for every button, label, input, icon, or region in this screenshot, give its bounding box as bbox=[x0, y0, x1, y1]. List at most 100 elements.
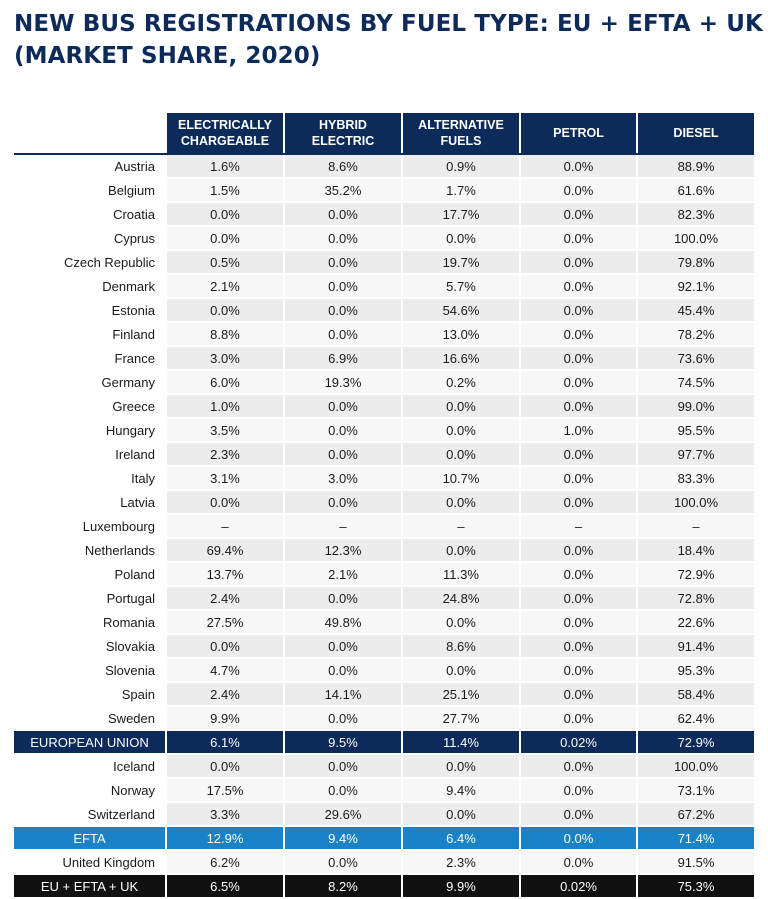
table-row: Greece 1.0% 0.0% 0.0% 0.0% 99.0% bbox=[14, 394, 754, 419]
table-row: Cyprus 0.0% 0.0% 0.0% 0.0% 100.0% bbox=[14, 226, 754, 251]
value-cell: 0.0% bbox=[519, 322, 637, 347]
value-cell: 0.0% bbox=[283, 706, 402, 731]
table-row: Norway 17.5% 0.0% 9.4% 0.0% 73.1% bbox=[14, 778, 754, 803]
value-cell: 45.4% bbox=[636, 298, 754, 323]
column-header: HYBRID ELECTRIC bbox=[283, 113, 402, 155]
total-total-row: EU + EFTA + UK 6.5% 8.2% 9.9% 0.02% 75.3% bbox=[14, 874, 754, 899]
country-cell: Germany bbox=[14, 370, 166, 395]
column-header: DIESEL bbox=[636, 113, 754, 155]
value-cell: 1.6% bbox=[165, 154, 284, 179]
value-cell: 0.0% bbox=[519, 178, 637, 203]
value-cell: 0.0% bbox=[283, 850, 402, 875]
value-cell: 99.0% bbox=[636, 394, 754, 419]
value-cell: 13.7% bbox=[165, 562, 284, 587]
table-row: Ireland 2.3% 0.0% 0.0% 0.0% 97.7% bbox=[14, 442, 754, 467]
table-row: Estonia 0.0% 0.0% 54.6% 0.0% 45.4% bbox=[14, 298, 754, 323]
value-cell: 0.5% bbox=[165, 250, 284, 275]
value-cell: 0.0% bbox=[283, 418, 402, 443]
value-cell: 0.0% bbox=[165, 202, 284, 227]
value-cell: 0.0% bbox=[401, 418, 520, 443]
value-cell: 1.0% bbox=[519, 418, 637, 443]
value-cell: 0.0% bbox=[519, 634, 637, 659]
value-cell: 0.0% bbox=[283, 298, 402, 323]
value-cell: 8.2% bbox=[283, 874, 402, 899]
value-cell: 8.8% bbox=[165, 322, 284, 347]
value-cell: 18.4% bbox=[636, 538, 754, 563]
column-header-text: ELECTRIC bbox=[311, 134, 375, 148]
value-cell: 6.0% bbox=[165, 370, 284, 395]
value-cell: 3.1% bbox=[165, 466, 284, 491]
value-cell: 100.0% bbox=[636, 226, 754, 251]
country-cell: Slovakia bbox=[14, 634, 166, 659]
column-header-text: HYBRID bbox=[319, 118, 367, 132]
value-cell: 72.8% bbox=[636, 586, 754, 611]
value-cell: 8.6% bbox=[401, 634, 520, 659]
value-cell: 25.1% bbox=[401, 682, 520, 707]
value-cell: 3.0% bbox=[165, 346, 284, 371]
value-cell: 0.9% bbox=[401, 154, 520, 179]
value-cell: 5.7% bbox=[401, 274, 520, 299]
country-cell: Estonia bbox=[14, 298, 166, 323]
value-cell: 9.4% bbox=[401, 778, 520, 803]
country-cell: United Kingdom bbox=[14, 850, 166, 875]
value-cell: 0.0% bbox=[519, 154, 637, 179]
value-cell: 79.8% bbox=[636, 250, 754, 275]
table-row: Latvia 0.0% 0.0% 0.0% 0.0% 100.0% bbox=[14, 490, 754, 515]
value-cell: 69.4% bbox=[165, 538, 284, 563]
value-cell: 0.0% bbox=[283, 634, 402, 659]
table-header: ELECTRICALLY CHARGEABLE HYBRID ELECTRIC ALTE… bbox=[14, 113, 754, 155]
value-cell: 0.0% bbox=[519, 370, 637, 395]
value-cell: 3.3% bbox=[165, 802, 284, 827]
column-header-text: ALTERNATIVE bbox=[418, 118, 504, 132]
value-cell: 8.6% bbox=[283, 154, 402, 179]
value-cell: 0.0% bbox=[283, 442, 402, 467]
table-row: Czech Republic 0.5% 0.0% 19.7% 0.0% 79.8% bbox=[14, 250, 754, 275]
efta-total-row: EFTA 12.9% 9.4% 6.4% 0.0% 71.4% bbox=[14, 826, 754, 851]
country-cell: Cyprus bbox=[14, 226, 166, 251]
country-cell: Romania bbox=[14, 610, 166, 635]
value-cell: 6.5% bbox=[165, 874, 284, 899]
country-cell: Latvia bbox=[14, 490, 166, 515]
value-cell: 58.4% bbox=[636, 682, 754, 707]
table-row: Poland 13.7% 2.1% 11.3% 0.0% 72.9% bbox=[14, 562, 754, 587]
value-cell: 72.9% bbox=[636, 562, 754, 587]
title-line-1: NEW BUS REGISTRATIONS BY FUEL TYPE: EU +… bbox=[14, 11, 763, 37]
value-cell: 0.0% bbox=[519, 586, 637, 611]
value-cell: 95.3% bbox=[636, 658, 754, 683]
value-cell: 6.1% bbox=[165, 730, 284, 755]
value-cell: 0.0% bbox=[519, 394, 637, 419]
table-row: Spain 2.4% 14.1% 25.1% 0.0% 58.4% bbox=[14, 682, 754, 707]
value-cell: 91.4% bbox=[636, 634, 754, 659]
column-header-text: FUELS bbox=[440, 134, 482, 148]
value-cell: 0.0% bbox=[283, 754, 402, 779]
eu-total-row: EUROPEAN UNION 6.1% 9.5% 11.4% 0.02% 72.9% bbox=[14, 730, 754, 755]
value-cell: 0.0% bbox=[519, 466, 637, 491]
value-cell: 27.5% bbox=[165, 610, 284, 635]
value-cell: 75.3% bbox=[636, 874, 754, 899]
value-cell: 0.0% bbox=[283, 226, 402, 251]
value-cell: 29.6% bbox=[283, 802, 402, 827]
country-cell: Portugal bbox=[14, 586, 166, 611]
value-cell: 0.2% bbox=[401, 370, 520, 395]
table-row: Iceland 0.0% 0.0% 0.0% 0.0% 100.0% bbox=[14, 754, 754, 779]
value-cell: 0.0% bbox=[401, 658, 520, 683]
value-cell: 12.9% bbox=[165, 826, 284, 851]
country-cell: Greece bbox=[14, 394, 166, 419]
column-header: ALTERNATIVE FUELS bbox=[401, 113, 520, 155]
country-cell: EUROPEAN UNION bbox=[14, 730, 166, 755]
value-cell: 2.3% bbox=[165, 442, 284, 467]
table-row: Austria 1.6% 8.6% 0.9% 0.0% 88.9% bbox=[14, 154, 754, 179]
value-cell: 0.0% bbox=[283, 490, 402, 515]
value-cell: 13.0% bbox=[401, 322, 520, 347]
value-cell: 83.3% bbox=[636, 466, 754, 491]
column-header-text: CHARGEABLE bbox=[180, 134, 270, 148]
value-cell: 0.0% bbox=[519, 442, 637, 467]
value-cell: 9.5% bbox=[283, 730, 402, 755]
value-cell: 71.4% bbox=[636, 826, 754, 851]
title-line-2: (MARKET SHARE, 2020) bbox=[14, 43, 321, 69]
table-row: Netherlands 69.4% 12.3% 0.0% 0.0% 18.4% bbox=[14, 538, 754, 563]
value-cell: – bbox=[519, 514, 637, 539]
country-cell: Netherlands bbox=[14, 538, 166, 563]
table-body: Austria 1.6% 8.6% 0.9% 0.0% 88.9% Belgium 1.5% 3… bbox=[14, 154, 754, 899]
country-cell: Slovenia bbox=[14, 658, 166, 683]
